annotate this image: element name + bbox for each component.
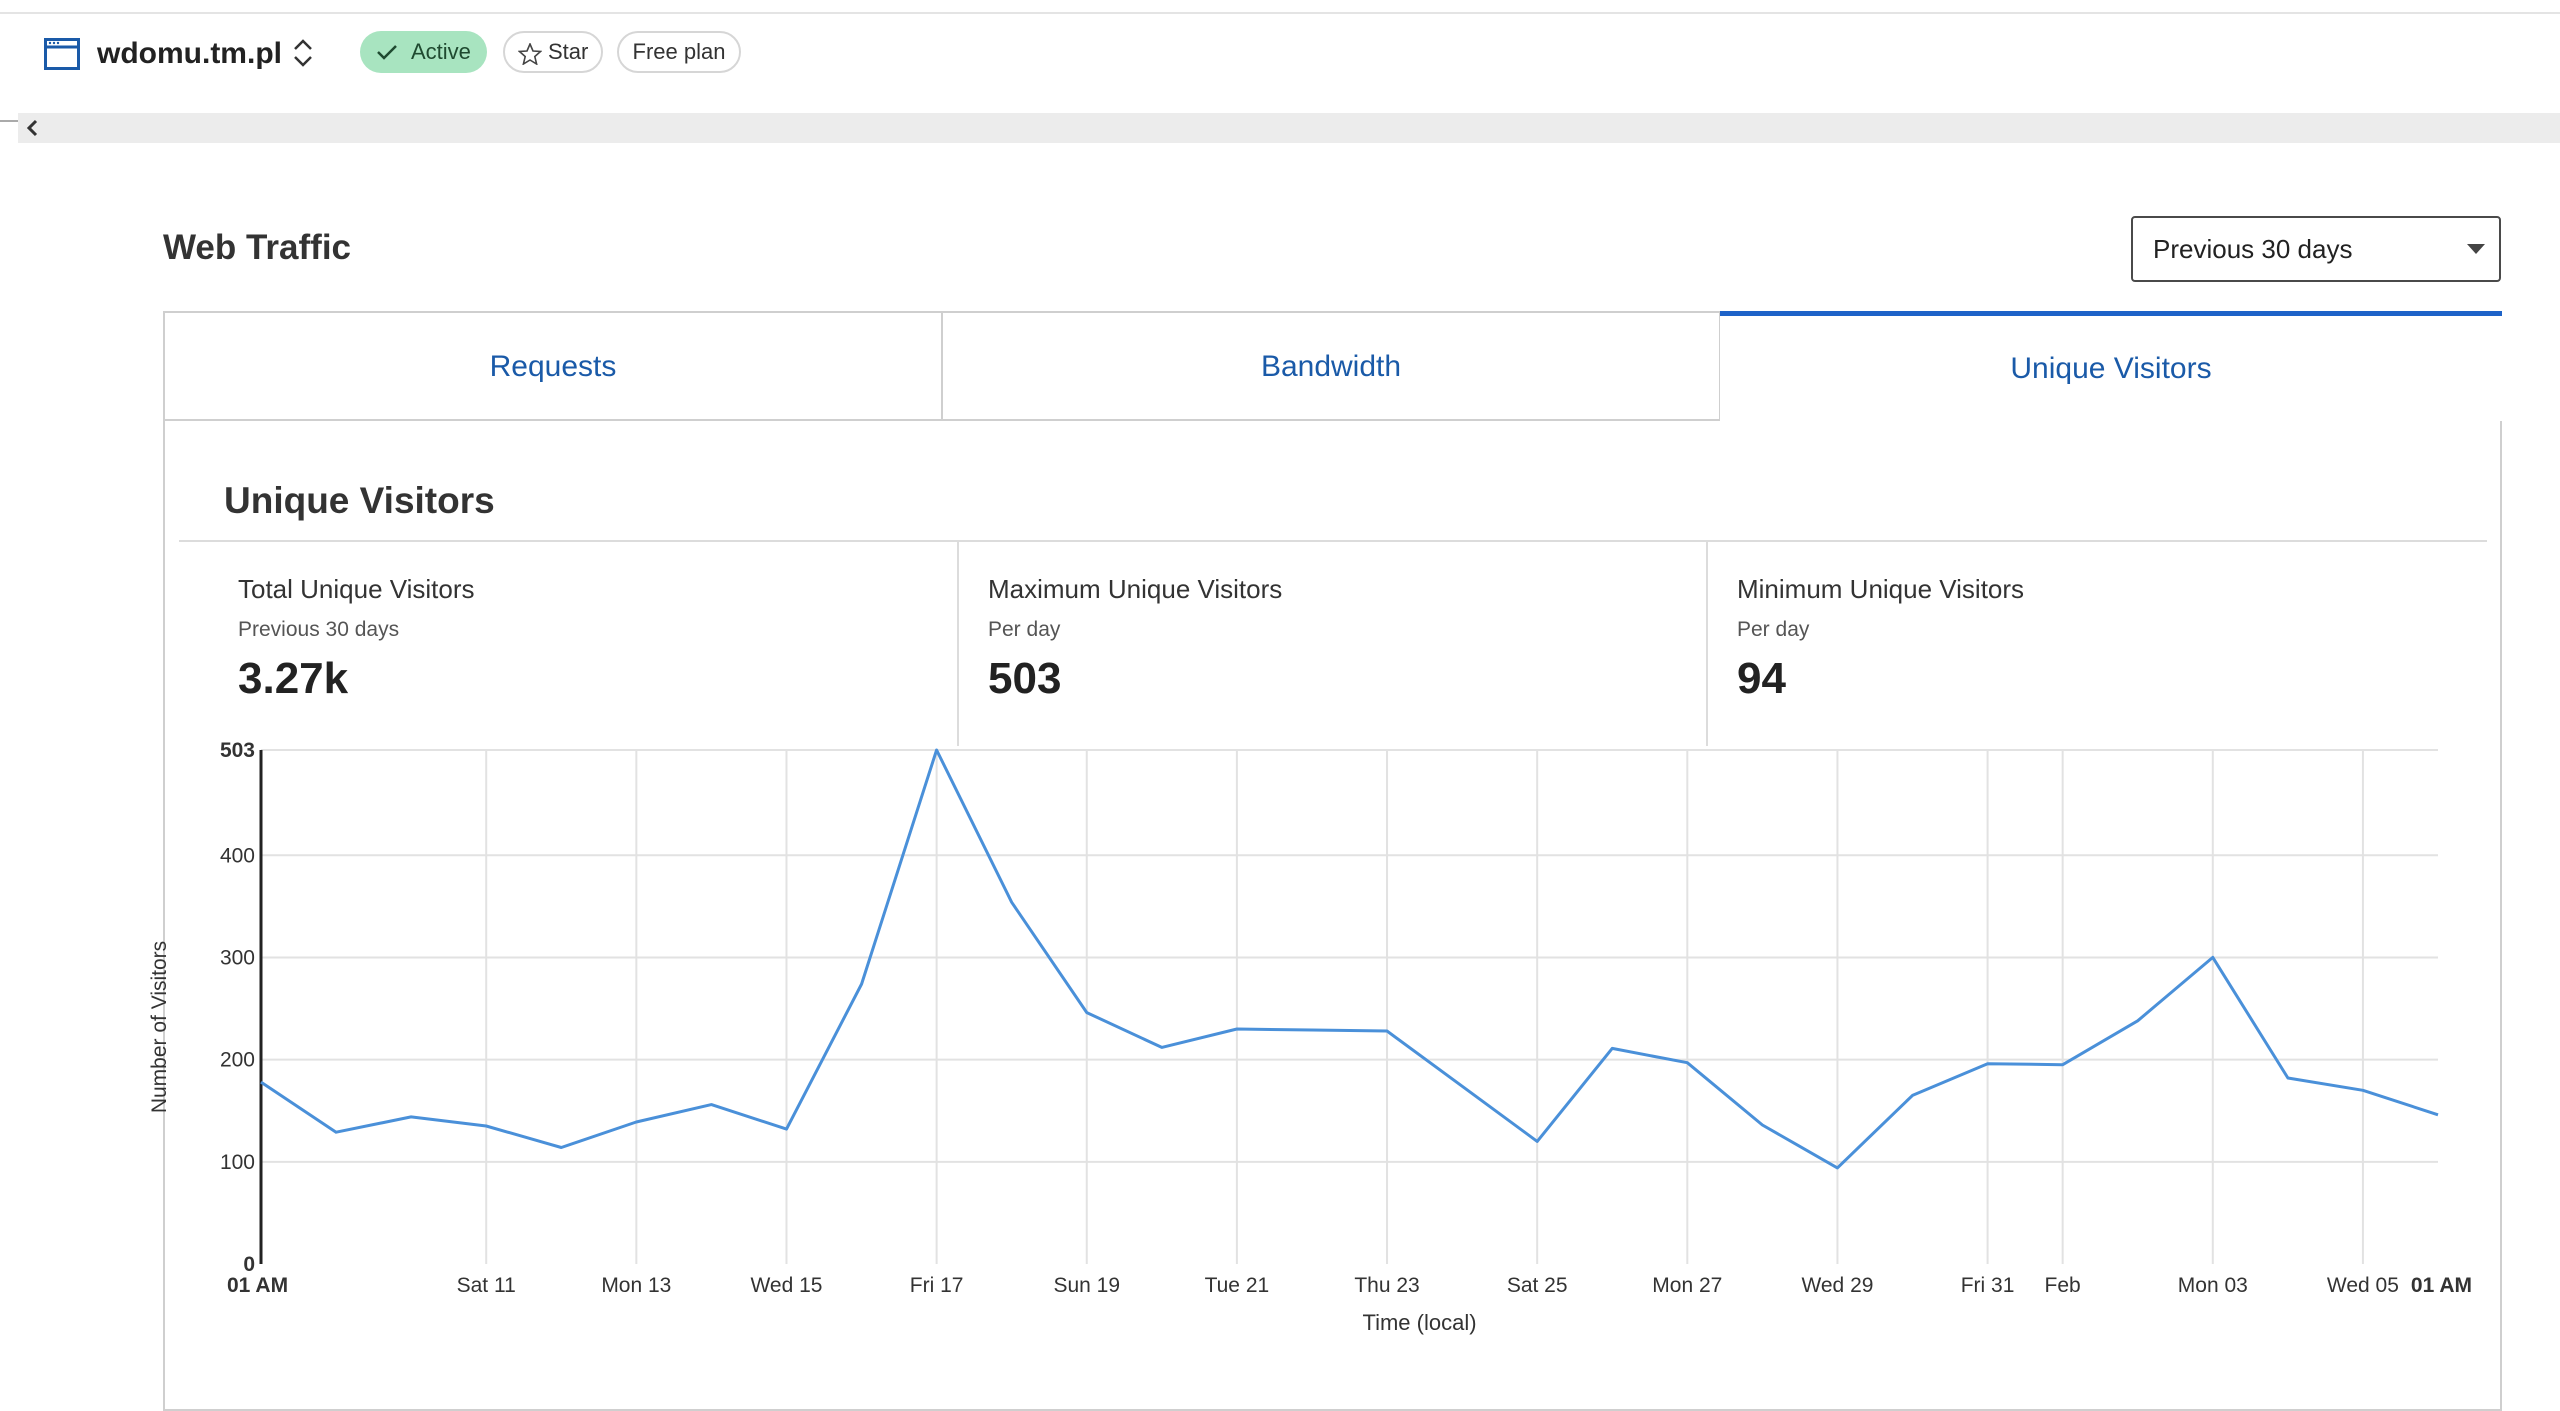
y-tick-label: 100	[220, 1151, 255, 1174]
star-button[interactable]: Star	[503, 31, 603, 73]
switch-site-icon[interactable]	[290, 36, 316, 70]
y-tick-label: 400	[220, 844, 255, 867]
x-tick-label: Mon 27	[1652, 1274, 1722, 1297]
stat-value: 3.27k	[238, 654, 349, 703]
collapse-divider	[0, 120, 18, 122]
x-tick-label: Mon 03	[2178, 1274, 2248, 1297]
site-header: wdomu.tm.pl Active Star Free plan	[0, 28, 2560, 78]
chevron-down-icon	[2467, 244, 2485, 254]
stat-sublabel: Previous 30 days	[238, 618, 400, 641]
stat-label: Minimum Unique Visitors	[1737, 574, 2025, 604]
x-tick-label: Wed 29	[1801, 1274, 1873, 1297]
top-border	[0, 12, 2560, 14]
x-tick-label: Wed 05	[2327, 1274, 2399, 1297]
status-label: Active	[411, 39, 471, 64]
stat-label: Maximum Unique Visitors	[988, 574, 1283, 604]
page-title: Web Traffic	[163, 228, 352, 267]
collapse-bar[interactable]	[18, 113, 2560, 143]
y-tick-label: 300	[220, 946, 255, 969]
time-range-select[interactable]: Previous 30 days	[2131, 216, 2501, 282]
x-tick-label: 01 AM	[227, 1274, 288, 1297]
time-range-value: Previous 30 days	[2153, 234, 2353, 264]
y-tick-label: 200	[220, 1049, 255, 1072]
section-title: Unique Visitors	[224, 480, 495, 521]
x-tick-label: Sun 19	[1053, 1274, 1120, 1297]
y-tick-label: 0	[243, 1253, 255, 1276]
x-axis-title: Time (local)	[1362, 1310, 1476, 1335]
x-tick-label: Thu 23	[1354, 1274, 1419, 1297]
check-icon	[377, 45, 397, 60]
unique-visitors-chart: 0 100 200 300 400 503 01 AM Sat 11 Mon 13 Wed 15 F…	[148, 740, 2472, 1335]
stats-divider	[179, 540, 2487, 542]
x-tick-label: Wed 15	[750, 1274, 822, 1297]
y-axis-title: Number of Visitors	[148, 941, 171, 1113]
tab-bandwidth[interactable]: Bandwidth	[941, 311, 1721, 421]
visitors-series-line	[260, 748, 2439, 1170]
x-tick-label: Sat 11	[457, 1274, 516, 1297]
x-tick-label: Sat 25	[1507, 1274, 1568, 1297]
x-tick-label: Tue 21	[1205, 1274, 1270, 1297]
plan-badge[interactable]: Free plan	[617, 31, 741, 73]
tab-unique-visitors[interactable]: Unique Visitors	[1720, 311, 2502, 421]
x-tick-label: Fri 17	[910, 1274, 964, 1297]
status-badge: Active	[360, 31, 487, 73]
stat-separator	[957, 542, 959, 746]
stat-value: 503	[988, 654, 1062, 703]
site-name[interactable]: wdomu.tm.pl	[97, 37, 282, 70]
stat-separator	[1706, 542, 1708, 746]
y-tick-label: 503	[220, 740, 255, 762]
stat-maximum: Maximum Unique Visitors Per day 503	[929, 542, 1709, 746]
stat-total: Total Unique Visitors Previous 30 days 3…	[179, 542, 958, 746]
x-tick-label: Mon 13	[601, 1274, 671, 1297]
browser-window-icon	[44, 38, 80, 70]
metric-tabs: Requests Bandwidth Unique Visitors	[163, 311, 2502, 421]
stat-value: 94	[1737, 654, 1786, 703]
stat-sublabel: Per day	[1737, 618, 1810, 641]
stat-sublabel: Per day	[988, 618, 1061, 641]
x-tick-label: Feb	[2045, 1274, 2081, 1297]
star-icon	[518, 43, 542, 65]
x-tick-label: Fri 31	[1961, 1274, 2015, 1297]
chevron-left-icon[interactable]	[22, 117, 44, 139]
x-tick-label: 01 AM	[2411, 1274, 2472, 1297]
star-label: Star	[548, 39, 589, 64]
stat-label: Total Unique Visitors	[238, 574, 475, 604]
tab-requests[interactable]: Requests	[163, 311, 943, 421]
stat-minimum: Minimum Unique Visitors Per day 94	[1678, 542, 2478, 746]
